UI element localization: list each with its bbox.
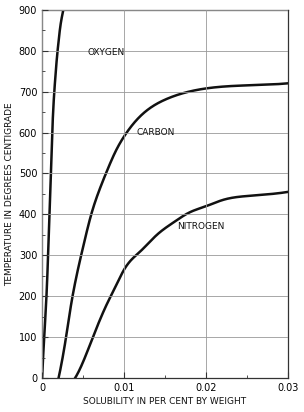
Text: CARBON: CARBON [136, 128, 174, 137]
Text: OXYGEN: OXYGEN [87, 48, 124, 57]
Text: NITROGEN: NITROGEN [177, 222, 225, 231]
Y-axis label: TEMPERATURE IN DEGREES CENTIGRADE: TEMPERATURE IN DEGREES CENTIGRADE [5, 102, 15, 286]
X-axis label: SOLUBILITY IN PER CENT BY WEIGHT: SOLUBILITY IN PER CENT BY WEIGHT [83, 398, 247, 407]
